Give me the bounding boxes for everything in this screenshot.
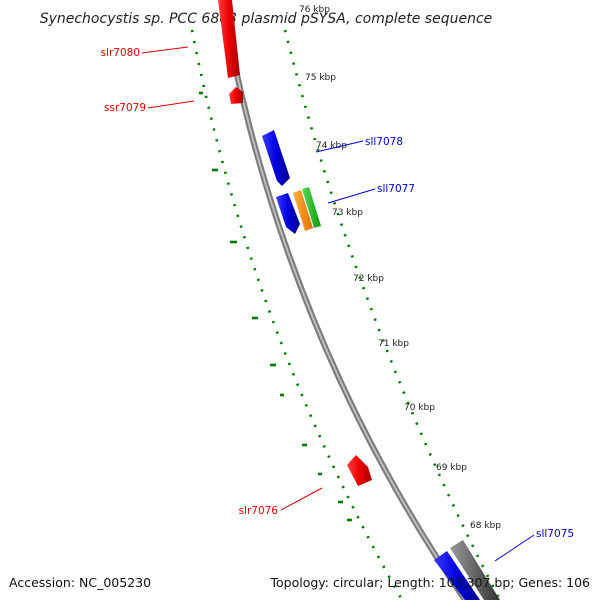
kbp-label-70-kbp: 70 kbp	[404, 403, 435, 413]
gene-sll7077[interactable]	[276, 193, 300, 234]
gene-label-slr7076[interactable]: slr7076	[239, 505, 279, 517]
kbp-label-71-kbp: 71 kbp	[378, 339, 409, 349]
map-title: Synechocystis sp. PCC 6803 plasmid pSYSA…	[40, 11, 493, 27]
gene-sll7075[interactable]	[434, 551, 480, 600]
gene-label-sll7078[interactable]: sll7078	[365, 136, 403, 148]
leader-lines	[141, 46, 535, 562]
kbp-label-75-kbp: 75 kbp	[305, 73, 336, 83]
gene-slr7080[interactable]	[218, 0, 240, 78]
gene-label-slr7080[interactable]: slr7080	[101, 47, 140, 59]
gene-label-ssr7079[interactable]: ssr7079	[104, 102, 146, 114]
gene-label-sll7075[interactable]: sll7075	[536, 528, 574, 540]
genome-summary: Topology: circular; Length: 103,307 bp; …	[270, 575, 591, 590]
gene-features	[218, 0, 500, 600]
kbp-label-76-kbp: 76 kbp	[299, 5, 330, 15]
gene-label-sll7077[interactable]: sll7077	[377, 183, 415, 195]
kbp-label-68-kbp: 68 kbp	[470, 521, 501, 531]
accession-text: Accession: NC_005230	[9, 575, 151, 590]
feature-orange	[293, 190, 313, 231]
gene-labels: slr7080 ssr7079 sll7078 sll7077 slr7076 sll70…	[101, 47, 574, 540]
gene-slr7076[interactable]	[347, 455, 372, 486]
kbp-label-72-kbp: 72 kbp	[353, 274, 384, 284]
gene-ssr7079[interactable]	[229, 87, 243, 104]
kbp-labels: 76 kbp 75 kbp 74 kbp 73 kbp 72 kbp 71 kbp 70 k…	[299, 5, 501, 531]
feature-green	[302, 187, 321, 228]
feature-gray	[450, 540, 500, 600]
gene-sll7078[interactable]	[262, 130, 290, 186]
gc-peaks	[199, 91, 352, 522]
kbp-label-69-kbp: 69 kbp	[436, 463, 467, 473]
kbp-label-73-kbp: 73 kbp	[332, 208, 363, 218]
gc-track-outer	[190, 29, 404, 600]
kbp-label-74-kbp: 74 kbp	[316, 141, 347, 151]
gc-track-inner	[283, 29, 502, 600]
